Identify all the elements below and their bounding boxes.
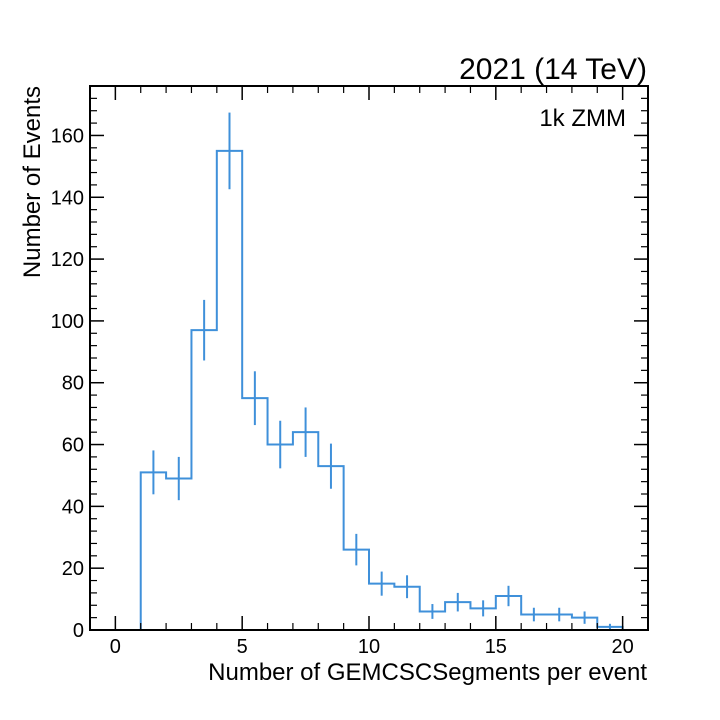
- x-tick-label: 10: [358, 636, 380, 658]
- y-tick-label: 60: [62, 435, 84, 457]
- y-tick-label: 100: [51, 311, 84, 333]
- histogram-step-line: [139, 149, 624, 630]
- y-axis-label: Number of Events: [19, 86, 46, 278]
- x-tick-label: 5: [237, 636, 248, 658]
- plot-frame: [89, 85, 649, 631]
- x-axis-label: Number of GEMCSCSegments per event: [208, 659, 647, 686]
- y-tick-label: 140: [51, 187, 84, 209]
- chart-annotation: 1k ZMM: [539, 105, 626, 132]
- chart-title: 2021 (14 TeV): [459, 53, 647, 86]
- x-tick-label: 15: [485, 636, 507, 658]
- y-tick-label: 120: [51, 249, 84, 271]
- y-tick-label: 0: [73, 620, 84, 642]
- y-tick-label: 40: [62, 496, 84, 518]
- plot-layer: [139, 112, 624, 630]
- x-tick-label: 20: [612, 636, 634, 658]
- x-tick-label: 0: [110, 636, 121, 658]
- y-tick-label: 20: [62, 558, 84, 580]
- y-tick-label: 80: [62, 373, 84, 395]
- ticks-layer: 0 5 10 15 20 0 20 40 60 80 100 120 140 160: [51, 85, 649, 658]
- y-tick-label: 160: [51, 125, 84, 147]
